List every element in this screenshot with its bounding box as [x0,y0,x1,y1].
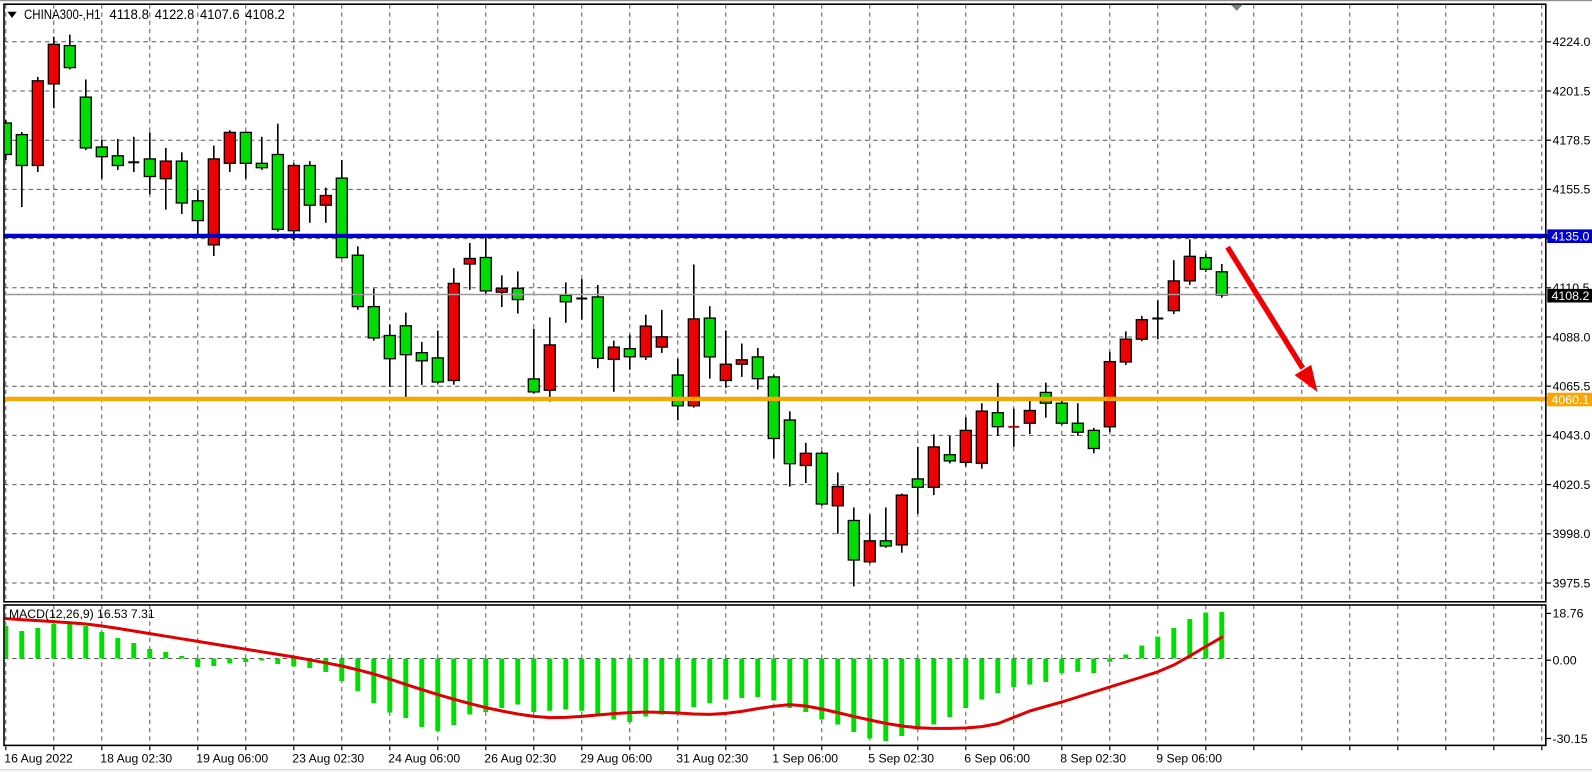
svg-text:4020.5: 4020.5 [1553,478,1591,492]
svg-text:0.00: 0.00 [1553,654,1577,668]
svg-text:9 Sep 06:00: 9 Sep 06:00 [1156,752,1222,766]
svg-text:5 Sep 02:30: 5 Sep 02:30 [868,752,934,766]
svg-text:23 Aug 02:30: 23 Aug 02:30 [292,752,364,766]
svg-text:CHINA300-,H1: CHINA300-,H1 [24,7,101,22]
svg-text:4060.1: 4060.1 [1552,393,1590,407]
svg-text:18 Aug 02:30: 18 Aug 02:30 [100,752,172,766]
svg-text:8 Sep 02:30: 8 Sep 02:30 [1060,752,1126,766]
svg-text:3998.0: 3998.0 [1553,527,1591,541]
svg-text:24 Aug 06:00: 24 Aug 06:00 [388,752,460,766]
svg-text:4201.5: 4201.5 [1553,84,1591,98]
svg-text:4135.0: 4135.0 [1552,230,1590,244]
svg-text:-30.15: -30.15 [1553,732,1588,746]
svg-text:16 Aug 2022: 16 Aug 2022 [4,752,73,766]
svg-text:4043.0: 4043.0 [1553,429,1591,443]
svg-text:31 Aug 02:30: 31 Aug 02:30 [676,752,748,766]
svg-text:6 Sep 06:00: 6 Sep 06:00 [964,752,1030,766]
svg-text:4122.8: 4122.8 [155,7,195,22]
svg-text:1 Sep 06:00: 1 Sep 06:00 [772,752,838,766]
svg-text:4224.0: 4224.0 [1553,35,1591,49]
svg-text:4108.2: 4108.2 [245,7,285,22]
svg-text:4155.5: 4155.5 [1553,183,1591,197]
svg-text:4108.2: 4108.2 [1552,289,1590,303]
svg-text:4088.0: 4088.0 [1553,330,1591,344]
svg-text:MACD(12,26,9) 16.53 7.31: MACD(12,26,9) 16.53 7.31 [9,607,155,621]
svg-text:4178.5: 4178.5 [1553,134,1591,148]
svg-text:4118.8: 4118.8 [109,7,149,22]
svg-text:4065.5: 4065.5 [1553,380,1591,394]
svg-text:19 Aug 06:00: 19 Aug 06:00 [196,752,268,766]
svg-text:18.76: 18.76 [1553,607,1584,621]
svg-text:29 Aug 06:00: 29 Aug 06:00 [580,752,652,766]
svg-text:26 Aug 02:30: 26 Aug 02:30 [484,752,556,766]
svg-text:3975.5: 3975.5 [1553,576,1591,590]
svg-text:4107.6: 4107.6 [200,7,240,22]
